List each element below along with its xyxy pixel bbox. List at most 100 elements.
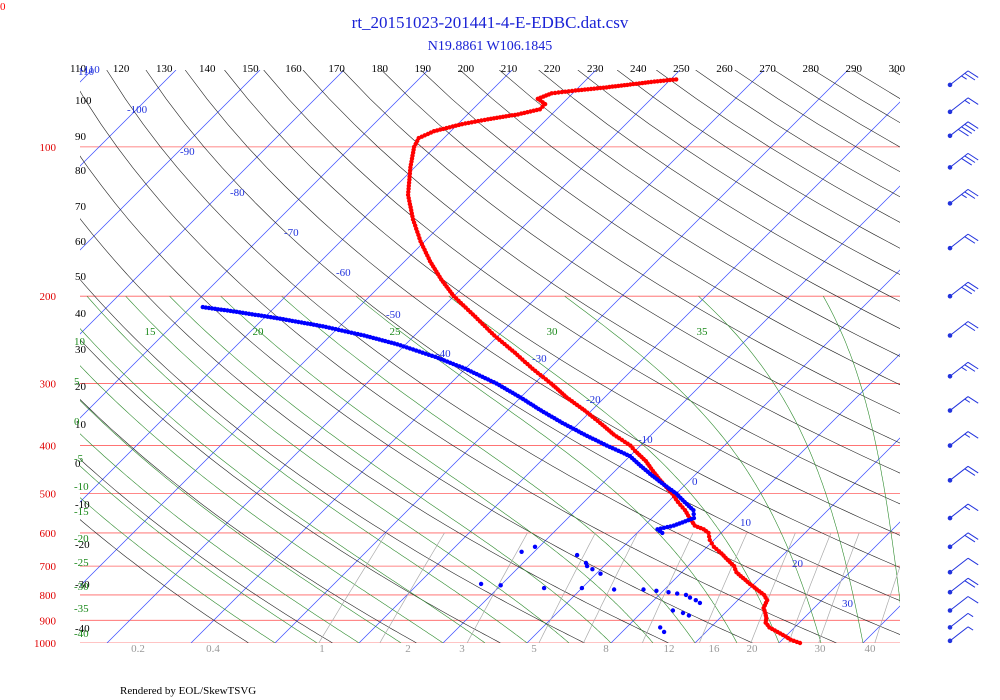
- top-temperature-tick: 180: [371, 63, 388, 75]
- mixing-ratio-label: 12: [664, 643, 675, 655]
- wind-barb-flag: [967, 626, 974, 631]
- dewpoint-dot: [668, 524, 673, 529]
- moist-adiabat-label: 5: [74, 376, 80, 388]
- temperature-dot: [661, 78, 666, 83]
- isotherm-label: -60: [336, 267, 351, 279]
- mixing-ratio-line: [538, 532, 596, 643]
- wind-barb-flag: [967, 503, 979, 512]
- dry-adiabat: [420, 70, 900, 386]
- footer-credit: Rendered by EOL/SkewTSVG: [120, 685, 256, 697]
- moist-adiabat: [355, 295, 738, 643]
- pressure-tick-label: 300: [40, 379, 57, 391]
- pressure-tick-label: 700: [40, 561, 57, 573]
- wind-barb-staff: [949, 321, 969, 336]
- top-temperature-tick: 150: [242, 63, 259, 75]
- temperature-dot: [591, 86, 597, 91]
- dry-adiabat: [106, 70, 900, 635]
- dewpoint-scatter-dot: [666, 590, 671, 595]
- moist-adiabat: [125, 295, 570, 643]
- pressure-tick-label: 500: [40, 489, 57, 501]
- temperature-dot: [649, 79, 654, 85]
- isotherm-label: 10: [740, 517, 752, 529]
- mixing-ratio-label: 1: [319, 643, 325, 655]
- dewpoint-scatter-dot: [686, 613, 692, 618]
- temperature-dot: [459, 122, 465, 127]
- corner-label: 0: [0, 1, 6, 13]
- temperature-dot: [566, 89, 571, 94]
- dewpoint-scatter-dot: [693, 598, 698, 603]
- dry-adiabat: [263, 70, 900, 505]
- moist-adiabat: [698, 295, 864, 643]
- dry-adiabat-label: 0: [75, 458, 81, 470]
- temperature-dot: [563, 89, 568, 94]
- wind-barb-flag: [961, 75, 967, 80]
- moist-adiabat: [80, 365, 444, 643]
- skewt-traces: [200, 77, 803, 646]
- wind-barb-flag: [964, 284, 976, 292]
- wind-barb-flag: [964, 433, 971, 438]
- isotherm-label: -30: [532, 353, 547, 365]
- dewpoint-scatter-dot: [654, 588, 659, 593]
- wind-barb-flag: [967, 188, 979, 197]
- isotherm-line: [0, 70, 8, 643]
- mixing-ratio-line: [583, 532, 638, 643]
- wind-barb-flag: [964, 580, 976, 588]
- dry-adiabat: [80, 339, 501, 643]
- dry-adiabat: [891, 70, 900, 76]
- isotherm-label: 0: [692, 476, 698, 488]
- dry-adiabat: [616, 70, 900, 249]
- dewpoint-scatter-dot: [532, 544, 538, 549]
- isotherm-line: [610, 353, 900, 643]
- temperature-dot: [559, 89, 565, 95]
- dewpoint-scatter-dot: [574, 552, 580, 558]
- isotherm-line: [694, 437, 900, 643]
- dewpoint-dot: [658, 526, 663, 531]
- dry-adiabat: [145, 70, 900, 601]
- temperature-dot: [469, 120, 474, 125]
- isotherm-label: 30: [842, 598, 854, 610]
- dewpoint-dot: [691, 515, 697, 521]
- wind-barb-flag: [967, 577, 979, 586]
- wind-barb-flag: [964, 468, 976, 476]
- dry-adiabat: [852, 70, 900, 99]
- top-temperature-tick: 160: [285, 63, 302, 75]
- chart-title: rt_20151023-201441-4-E-EDBC.dat.csv: [352, 13, 629, 32]
- dry-adiabat: [970, 70, 1000, 643]
- top-temperature-tick: 290: [846, 63, 863, 75]
- moist-adiabat: [921, 296, 947, 643]
- dry-adiabat: [459, 70, 900, 357]
- dry-adiabat: [80, 218, 669, 643]
- wind-barb-flag: [961, 126, 972, 134]
- wind-barb-flag: [961, 194, 967, 199]
- top-temperature-tick: 300: [889, 63, 906, 75]
- dry-adiabat: [80, 155, 753, 643]
- mixing-ratio-line: [698, 532, 748, 643]
- wind-barb-flag: [961, 366, 967, 372]
- moist-adiabat-label: -20: [74, 533, 89, 545]
- wind-barb-flag: [964, 155, 976, 163]
- temperature-dot: [569, 88, 575, 94]
- isotherm-line: [80, 70, 261, 251]
- wind-barb-flag: [967, 532, 979, 540]
- mixing-ratio-label: 0.2: [131, 643, 145, 655]
- wind-barb-flag: [964, 236, 976, 244]
- wind-barb-flag: [967, 361, 979, 370]
- dry-adiabat: [734, 70, 900, 173]
- wind-barbs: [947, 70, 979, 644]
- wind-barb-flag: [967, 152, 979, 161]
- dewpoint-scatter-dot: [498, 583, 503, 588]
- wind-barb-staff: [949, 97, 969, 113]
- isotherm-line: [106, 70, 681, 643]
- moist-adiabat: [220, 295, 654, 643]
- dewpoint-scatter-dot: [590, 567, 595, 572]
- wind-barb-flag: [961, 158, 972, 166]
- wind-barb-flag: [964, 72, 976, 81]
- isotherm-line: [358, 101, 900, 643]
- wind-barb-staff: [949, 503, 969, 519]
- mixing-ratio-line: [788, 532, 832, 643]
- pressure-tick-label: 200: [40, 291, 57, 303]
- moist-adiabat-label: -30: [74, 581, 89, 593]
- isotherm-label: -10: [638, 434, 653, 446]
- mixing-ratio-line: [750, 532, 796, 643]
